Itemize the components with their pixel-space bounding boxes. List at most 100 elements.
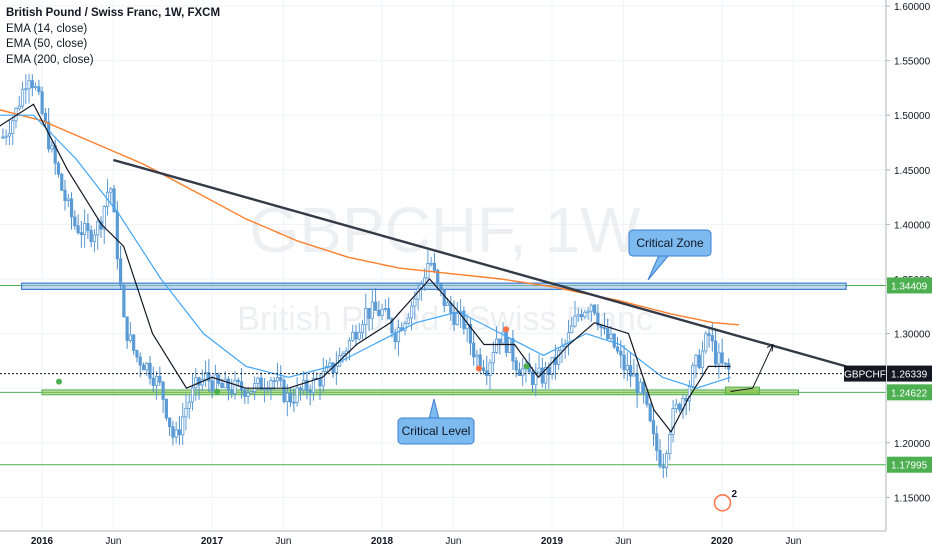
callout-critical-level-box [397,417,475,445]
candle-body [275,377,280,382]
y-tick-label: 1.60000 [894,2,931,13]
candle-body [390,318,394,334]
candle-body [118,258,123,287]
candle-body [373,301,378,311]
candle-body [109,188,113,193]
candle-body [11,120,15,134]
x-tick-label: Jun [785,536,801,547]
candle-body [69,198,74,218]
candle-body [298,387,303,391]
candle-body [76,225,80,234]
candle-body [589,304,593,312]
candle-body [292,401,296,404]
descending-trendline [113,158,847,368]
candle-body [609,333,613,340]
reaction-dot [214,388,221,395]
candle-body [540,367,544,384]
candle-body [24,88,28,91]
candle-body [33,86,38,89]
price-label-text: 1.17995 [891,461,928,472]
callout-critical-zone-box [628,229,712,257]
candle-body [606,328,610,340]
candle-body [305,379,309,391]
candle-body [377,309,381,316]
candle-body [89,230,93,243]
candle-body [439,283,443,291]
candle-body [269,380,273,390]
candle-body [190,387,195,403]
candle-body [488,362,492,376]
candle-body [223,378,227,389]
candle-body [194,377,198,389]
candle-body [37,86,41,93]
candle-body [723,362,728,365]
candle-body [141,364,146,371]
candle-body [79,232,83,235]
x-tick-label: Jun [105,536,121,547]
candle-body [151,377,155,386]
candle-body [226,378,231,391]
legend-ema-200: EMA (200, close) [6,53,94,66]
candle-body [40,91,44,114]
reaction-dot [523,363,530,370]
candle-body [344,350,348,354]
candle-body [285,392,289,402]
candle-body [128,334,132,342]
candle-body [547,366,551,376]
candle-body [334,365,338,373]
target-box [724,386,760,395]
candle-body [593,304,597,314]
candle-body [380,309,384,316]
candle-body [508,338,512,353]
candle-body [550,356,554,376]
candle-body [92,234,97,243]
candle-body [717,352,721,365]
candle-body [27,80,31,90]
candle-body [148,362,152,379]
idea-badge-count: 2 [732,489,738,500]
candle-body [432,262,437,271]
candle-body [472,342,476,358]
candle-body [138,356,142,366]
candle-body [56,162,61,175]
x-tick-label: Jun [445,536,461,547]
price-label-tag [887,365,932,382]
y-tick-label: 1.50000 [894,111,931,122]
candle-body [704,333,708,352]
y-tick-label: 1.45000 [894,166,931,177]
candle-body [30,80,34,89]
candle-body [364,308,368,326]
candle-body [442,289,446,306]
candle-body [177,429,182,436]
idea-badge-icon [713,494,732,512]
candle-body [651,420,656,435]
candle-body [73,216,77,227]
candle-body [357,332,361,340]
candle-body [697,354,701,369]
callout-critical-zone-label: Critical Zone [636,236,704,250]
x-tick-label: Jun [615,536,631,547]
candle-body [341,353,345,357]
y-tick-label: 1.20000 [894,439,931,450]
callout-critical-level-label: Critical Level [402,424,471,438]
candle-body [203,372,208,380]
candle-body [710,335,714,342]
candle-body [50,145,54,150]
candle-body [187,401,191,409]
candle-body [622,354,626,371]
y-tick-label: 1.40000 [894,220,931,231]
reaction-dot [475,365,482,372]
x-tick-label: 2020 [711,536,734,547]
candle-body [436,269,440,285]
candle-body [602,327,607,329]
candle-body [658,450,662,467]
x-tick-label: 2017 [201,536,224,547]
candle-body [370,301,374,319]
candle-body [253,382,257,392]
price-label-text: 1.34409 [891,281,928,292]
candle-body [168,417,172,428]
candle-body [632,373,636,377]
candle-body [230,389,234,394]
